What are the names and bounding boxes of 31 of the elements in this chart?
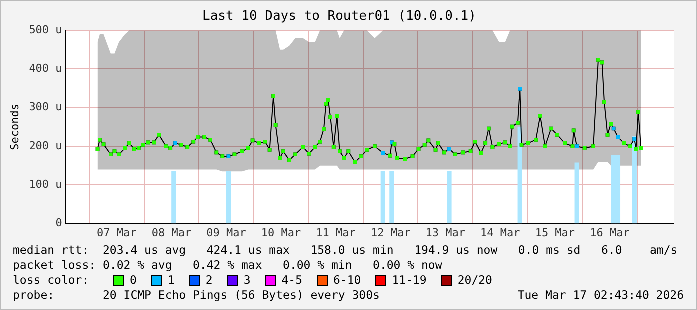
legend-label: 6-10 bbox=[334, 273, 362, 288]
x-tick-label: 14 Mar bbox=[480, 226, 521, 240]
legend-title: loss color: bbox=[13, 273, 90, 288]
legend-label: 3 bbox=[244, 273, 251, 288]
y-tick-label: 500 u bbox=[29, 23, 62, 36]
x-tick-label: 15 Mar bbox=[535, 226, 576, 240]
y-axis-title: Seconds bbox=[8, 104, 22, 150]
x-tick-label: 10 Mar bbox=[261, 226, 302, 240]
x-tick-label: 12 Mar bbox=[370, 226, 412, 240]
x-tick-label: 11 Mar bbox=[316, 226, 356, 240]
x-tick-label: 13 Mar bbox=[426, 226, 466, 240]
y-tick-label: 300 u bbox=[29, 100, 62, 114]
y-tick-label: 100 u bbox=[29, 178, 62, 192]
legend-label: 0 bbox=[130, 273, 137, 288]
legend-label: 20/20 bbox=[458, 273, 492, 288]
legend-label: 2 bbox=[206, 273, 213, 288]
x-tick-label: 16 Mar bbox=[590, 226, 630, 240]
text: probe: 20 ICMP Echo Pings (56 Bytes) every 300s bbox=[13, 288, 380, 303]
chart-title: Last 10 Days to Router01 (10.0.0.1) bbox=[202, 9, 476, 24]
y-tick-label: 200 u bbox=[29, 139, 62, 152]
text: packet loss: 0.02 % avg 0.42 % max 0.00 % min 0.00 % now bbox=[13, 258, 444, 273]
legend-label: 11-19 bbox=[392, 273, 427, 288]
legend-label: 1 bbox=[168, 273, 175, 288]
x-tick-label: 09 Mar bbox=[206, 226, 247, 240]
y-tick-label: 0 bbox=[56, 216, 62, 230]
legend-label: 4-5 bbox=[282, 273, 303, 288]
x-tick-label: 08 Mar bbox=[152, 226, 192, 240]
text: Tue Mar 17 02:43:40 2026 bbox=[518, 288, 684, 303]
x-tick-label: 07 Mar bbox=[97, 226, 138, 240]
y-tick-label: 400 u bbox=[29, 62, 62, 76]
text: median rtt: 203.4 us avg 424.1 us max 158.0 us min 194.9 us now 0.0 ms sd 6.0 am/s bbox=[13, 243, 679, 258]
